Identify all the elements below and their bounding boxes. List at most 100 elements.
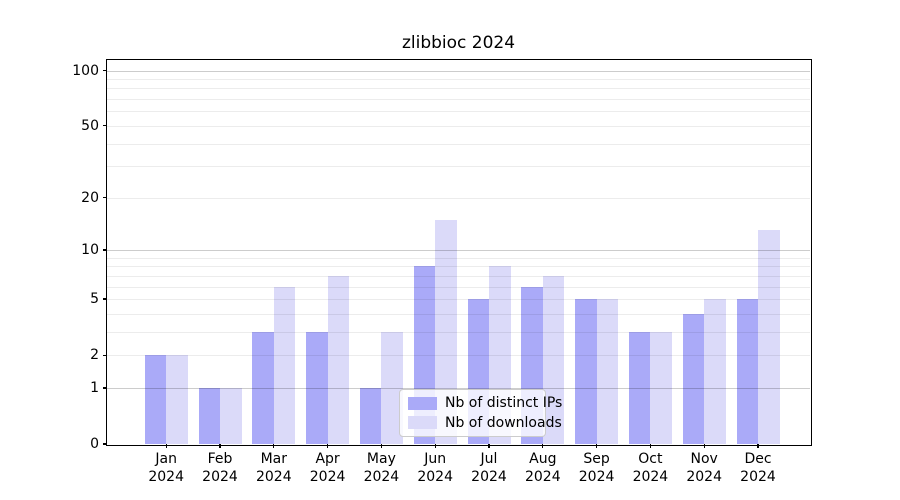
y-tick-mark [102,387,107,389]
x-tick-year: 2024 [202,468,238,485]
chart-title: zlibbioc 2024 [401,33,516,53]
bar-downloads-mar [273,286,296,444]
x-tick-year: 2024 [363,468,400,485]
x-tick-year: 2024 [632,468,669,485]
x-tick-label-feb: Feb 2024 [185,451,255,486]
bar-downloads-apr [327,275,350,444]
x-tick-mark [542,444,544,448]
x-tick-mark [488,444,490,448]
x-tick-label-jul: Jul 2024 [454,451,524,486]
y-tick-label: 20 [81,189,99,206]
y-tick-mark [102,443,107,445]
y-tick-label: 50 [81,117,99,134]
legend: Nb of distinct IPs Nb of downloads [399,389,562,437]
x-tick-mark [165,444,167,448]
y-gridline-minor [107,197,810,199]
y-gridline-minor [107,79,810,81]
x-tick-mark [596,444,598,448]
x-tick-label-aug: Aug 2024 [508,451,578,486]
plot-area [107,60,810,444]
y-gridline-minor [107,125,810,127]
x-tick-mark [273,444,275,448]
y-tick-mark [102,197,107,199]
x-tick-year: 2024 [471,468,507,485]
y-gridline-major [107,70,810,72]
y-tick-mark [102,298,107,300]
x-tick-label-may: May 2024 [346,451,416,486]
bar-distinct-ips-sep [575,299,597,444]
bar-downloads-jun [435,219,457,444]
y-gridline-major [107,249,810,251]
bar-downloads-aug [542,275,565,444]
y-tick-label: 2 [90,347,99,364]
y-gridline-minor [107,88,810,90]
x-tick-year: 2024 [417,468,453,485]
legend-label-downloads: Nb of downloads [445,414,562,431]
x-tick-mark [434,444,436,448]
x-tick-year: 2024 [686,468,722,485]
x-tick-year: 2024 [148,468,184,485]
bar-distinct-ips-feb [198,387,220,444]
x-tick-year: 2024 [255,468,292,485]
legend-entry-downloads: Nb of downloads [408,415,562,431]
x-tick-year: 2024 [524,468,561,485]
x-tick-label-nov: Nov 2024 [669,451,739,486]
y-gridline-minor [107,313,810,315]
y-gridline-minor [107,331,810,333]
x-tick-mark [703,444,705,448]
y-tick-label: 0 [90,436,99,452]
x-tick-label-jun: Jun 2024 [400,451,470,486]
y-gridline-minor [107,99,810,101]
y-gridline-minor [107,275,810,277]
y-tick-label: 10 [81,241,99,258]
y-gridline-minor [107,355,810,357]
x-tick-year: 2024 [309,468,346,485]
y-gridline-minor [107,299,810,301]
y-tick-mark [102,69,107,72]
legend-swatch-distinct-ips [408,396,437,410]
x-tick-year: 2024 [740,468,776,485]
y-tick-label: 100 [72,62,99,79]
bar-downloads-sep [596,299,619,444]
x-tick-mark [219,444,221,448]
y-tick-mark [102,125,107,127]
x-tick-mark [757,444,759,448]
y-gridline-minor [107,286,810,288]
y-tick-label: 1 [90,379,99,396]
x-tick-mark [649,444,651,448]
y-tick-label: 5 [90,291,99,308]
y-tick-mark [102,249,107,251]
bar-distinct-ips-dec [736,299,758,444]
bar-distinct-ips-oct [628,331,651,444]
bar-downloads-dec [758,230,780,444]
y-gridline-minor [107,166,810,168]
bar-downloads-jan [166,355,188,444]
y-gridline-minor [107,143,810,145]
x-tick-label-sep: Sep 2024 [562,451,632,486]
x-tick-mark [380,444,382,448]
x-tick-label-dec: Dec 2024 [723,451,793,486]
x-tick-mark [327,444,329,448]
x-tick-label-oct: Oct 2024 [615,451,685,486]
legend-swatch-downloads [408,416,437,430]
y-gridline-minor [107,257,810,259]
x-tick-label-apr: Apr 2024 [293,451,363,486]
legend-label-distinct-ips: Nb of distinct IPs [445,395,563,412]
bar-downloads-feb [220,387,242,444]
x-tick-year: 2024 [578,468,615,485]
bar-distinct-ips-may [359,387,382,444]
y-gridline-minor [107,266,810,268]
y-tick-mark [102,354,107,356]
x-tick-label-mar: Mar 2024 [239,451,309,486]
y-gridline-major [107,387,810,389]
bar-downloads-nov [704,299,726,444]
bar-distinct-ips-apr [306,331,328,444]
x-tick-label-jan: Jan 2024 [131,451,201,486]
bar-distinct-ips-jan [144,355,167,444]
bar-downloads-oct [650,331,672,444]
y-gridline-minor [107,111,810,113]
legend-entry-distinct-ips: Nb of distinct IPs [408,395,562,411]
bar-distinct-ips-mar [252,331,274,444]
bar-downloads-may [381,331,403,444]
